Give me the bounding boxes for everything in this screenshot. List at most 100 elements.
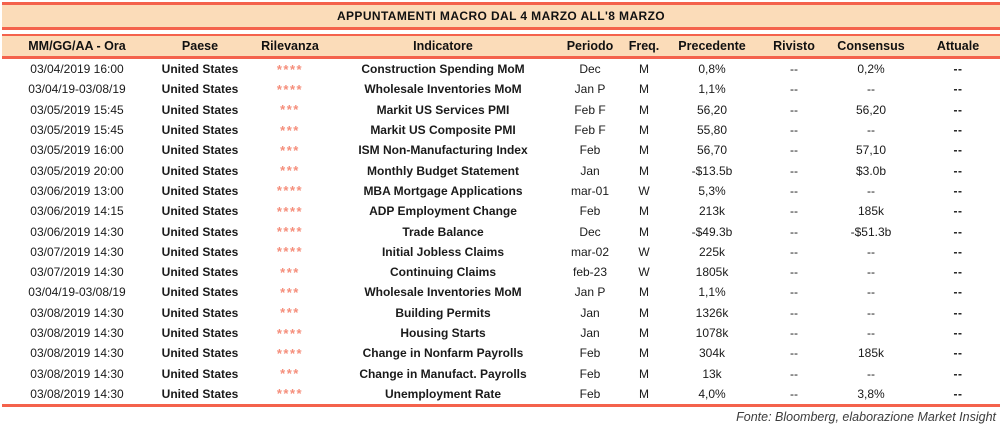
cell-revised: --	[790, 305, 798, 320]
cell-date: 03/05/2019 15:45	[30, 102, 124, 117]
cell-indicator: Unemployment Rate	[384, 386, 502, 401]
cell-previous: 1805k	[695, 265, 729, 280]
cell-previous: -$13.5b	[691, 163, 733, 178]
relevance-stars: ****	[276, 325, 304, 341]
cell-previous: 55,80	[696, 123, 728, 138]
cell-frequency: W	[638, 265, 650, 280]
relevance-stars: ****	[276, 81, 304, 97]
cell-previous: 56,70	[696, 143, 728, 158]
cell-consensus: --	[867, 326, 875, 340]
cell-period: Feb	[579, 204, 601, 219]
cell-previous: 13k	[702, 366, 722, 381]
cell-actual: --	[953, 346, 963, 361]
cell-actual: --	[953, 102, 963, 117]
cell-revised: --	[790, 224, 798, 239]
cell-previous: 4,0%	[698, 386, 726, 401]
column-header-consensus: Consensus	[837, 39, 905, 53]
relevance-stars: ****	[276, 224, 304, 240]
cell-consensus: 56,20	[855, 102, 887, 117]
table-body: 03/04/2019 16:00 United States **** Cons…	[0, 59, 1002, 405]
cell-revised: --	[790, 366, 798, 381]
cell-period: Dec	[579, 62, 601, 77]
cell-revised: --	[790, 265, 798, 280]
cell-indicator: Trade Balance	[402, 224, 484, 239]
cell-previous: -$49.3b	[691, 224, 733, 239]
cell-actual: --	[953, 386, 963, 401]
cell-period: Jan	[580, 163, 600, 178]
relevance-stars: ****	[276, 345, 304, 361]
cell-actual: --	[953, 163, 963, 178]
column-header-revised: Rivisto	[773, 39, 815, 53]
cell-previous: 0,8%	[698, 62, 726, 77]
table-row: 03/05/2019 15:45 United States *** Marki…	[2, 120, 1000, 140]
cell-revised: --	[790, 244, 798, 259]
cell-indicator: Markit US Services PMI	[376, 102, 510, 117]
table-row: 03/07/2019 14:30 United States *** Conti…	[2, 262, 1000, 282]
cell-period: Jan P	[574, 82, 606, 97]
cell-frequency: M	[639, 143, 649, 158]
cell-indicator: Markit US Composite PMI	[370, 123, 516, 138]
cell-previous: 5,3%	[698, 183, 726, 198]
cell-country: United States	[161, 326, 239, 340]
top-border	[2, 2, 1000, 5]
table-row: 03/08/2019 14:30 United States **** Unem…	[2, 384, 1000, 404]
cell-revised: --	[790, 163, 798, 178]
cell-period: Jan	[580, 326, 600, 340]
cell-date: 03/05/2019 15:45	[30, 123, 124, 138]
cell-date: 03/04/2019 16:00	[30, 62, 124, 77]
cell-country: United States	[161, 244, 239, 259]
cell-indicator: Housing Starts	[400, 326, 486, 340]
cell-period: Feb	[579, 346, 601, 361]
cell-consensus: -$51.3b	[850, 224, 892, 239]
divider	[2, 27, 1000, 30]
table-row: 03/08/2019 14:30 United States *** Chang…	[2, 363, 1000, 383]
cell-period: Dec	[579, 224, 601, 239]
table-row: 03/08/2019 14:30 United States *** Build…	[2, 303, 1000, 323]
cell-frequency: M	[639, 102, 649, 117]
table-header: MM/GG/AA - Ora Paese Rilevanza Indicator…	[2, 36, 1000, 56]
cell-date: 03/04/19-03/08/19	[28, 285, 126, 300]
table-row: 03/06/2019 13:00 United States **** MBA …	[2, 181, 1000, 201]
cell-frequency: M	[639, 224, 649, 239]
cell-actual: --	[953, 366, 963, 381]
cell-period: Jan P	[574, 285, 606, 300]
cell-frequency: M	[639, 123, 649, 138]
relevance-stars: ***	[280, 122, 300, 138]
cell-date: 03/08/2019 14:30	[30, 326, 124, 340]
cell-frequency: M	[639, 62, 649, 77]
cell-frequency: M	[639, 386, 649, 401]
cell-country: United States	[161, 305, 239, 320]
cell-indicator: Initial Jobless Claims	[381, 244, 505, 259]
relevance-stars: ***	[280, 102, 300, 118]
cell-country: United States	[161, 102, 239, 117]
cell-indicator: Building Permits	[395, 305, 491, 320]
cell-country: United States	[161, 366, 239, 381]
relevance-stars: ***	[280, 366, 300, 382]
cell-previous: 304k	[698, 346, 726, 361]
cell-frequency: M	[639, 326, 649, 340]
cell-consensus: $3.0b	[855, 163, 887, 178]
cell-consensus: --	[867, 244, 875, 259]
cell-indicator: Change in Manufact. Payrolls	[359, 366, 527, 381]
cell-actual: --	[953, 143, 963, 158]
cell-date: 03/06/2019 14:15	[30, 204, 124, 219]
cell-country: United States	[161, 82, 239, 97]
table-title: APPUNTAMENTI MACRO DAL 4 MARZO ALL'8 MAR…	[336, 9, 666, 23]
column-header-period: Periodo	[566, 39, 614, 53]
cell-frequency: M	[639, 163, 649, 178]
cell-country: United States	[161, 163, 239, 178]
cell-date: 03/08/2019 14:30	[30, 366, 124, 381]
cell-indicator: Wholesale Inventories MoM	[364, 82, 522, 97]
cell-indicator: Construction Spending MoM	[361, 62, 525, 77]
cell-revised: --	[790, 204, 798, 219]
source-note: Fonte: Bloomberg, elaborazione Market In…	[736, 410, 996, 425]
relevance-stars: ***	[280, 264, 300, 280]
relevance-stars: ***	[280, 284, 300, 300]
cell-previous: 225k	[698, 244, 726, 259]
cell-indicator: Wholesale Inventories MoM	[364, 285, 522, 300]
cell-frequency: M	[639, 204, 649, 219]
column-header-actual: Attuale	[936, 39, 980, 53]
cell-revised: --	[790, 143, 798, 158]
cell-indicator: Continuing Claims	[390, 265, 496, 280]
